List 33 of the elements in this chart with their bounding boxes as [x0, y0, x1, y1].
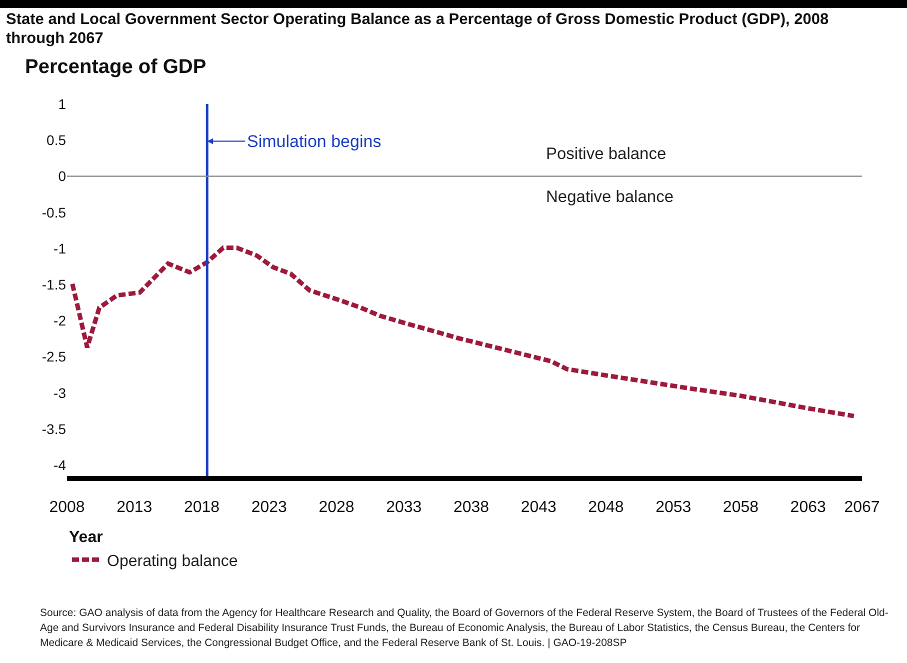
source-note: Source: GAO analysis of data from the Agency for Healthcare Research and Quality, the Board of Governors of the Federal Reserve System, the Board of Trustees of the Federal Old-Age and Survivors Insurance and Federal Disability Insurance Trust Funds, the Bureau of Economic Analysis, the Bureau of Labor Statistics, the Census Bureau, the Centers for Medicare & Medicaid Services, the Congressional Budget Office, and the Federal Reserve Bank of St. Louis. | GAO-19-208SP [40, 606, 890, 651]
y-tick-label: -0.5 [42, 204, 66, 220]
y-tick-label: -1.5 [42, 276, 66, 292]
x-axis-title: Year [69, 529, 103, 546]
y-tick-label: -3 [54, 384, 66, 401]
line-series [70, 245, 856, 418]
y-tick-label: -2 [54, 312, 66, 329]
x-tick-label: 2067 [844, 499, 880, 516]
y-tick-label: 1 [58, 96, 66, 112]
annotation: Negative balance [546, 188, 674, 206]
y-tick-label: -2.5 [42, 348, 66, 365]
x-tick-label: 2048 [588, 499, 624, 516]
x-tick-label: 2063 [790, 499, 826, 516]
chart-title: State and Local Government Sector Operating Balance as a Percentage of Gross Domestic Product (GDP), 2008 through 2067 [6, 10, 830, 48]
x-tick-label: 2013 [116, 499, 152, 516]
x-tick-label: 2033 [386, 499, 422, 516]
y-tick-label: -3.5 [42, 420, 66, 437]
y-tick-label: 0 [58, 168, 66, 184]
x-tick-label: 2028 [318, 499, 354, 516]
annotation: Positive balance [546, 145, 666, 163]
x-tick-label: 2038 [453, 499, 490, 516]
y-axis-title: Percentage of GDP [25, 56, 206, 78]
x-tick-label: 2008 [49, 499, 85, 516]
x-tick-label: 2018 [184, 499, 220, 516]
x-tick-label: 2023 [251, 499, 288, 516]
y-tick-label: -4 [54, 457, 66, 474]
legend-label: Operating balance [107, 552, 238, 570]
y-tick-label: 0.5 [46, 132, 66, 148]
x-tick-label: 2043 [520, 499, 557, 516]
x-tick-label: 2058 [722, 499, 759, 516]
x-tick-label: 2053 [656, 499, 692, 516]
y-tick-label: -1 [54, 240, 66, 256]
ref-line-label: Simulation begins [247, 132, 382, 151]
